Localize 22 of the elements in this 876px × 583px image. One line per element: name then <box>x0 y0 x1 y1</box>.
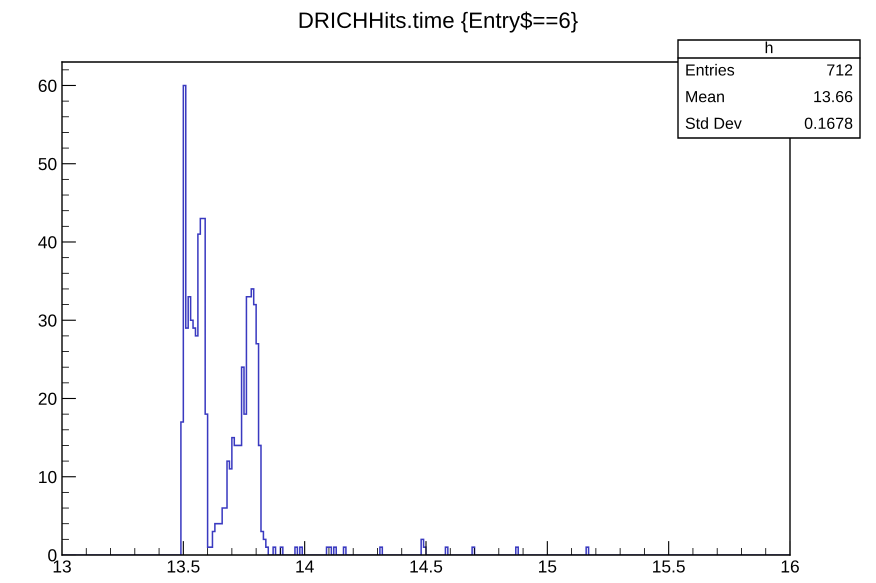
annotation: Entries <box>686 64 734 76</box>
text: 712 <box>827 64 852 76</box>
chart-title: DRICHHits.time {Entry$==6} <box>300 11 578 33</box>
x-tick-label: 16 <box>782 560 799 573</box>
y-tick-label: 60 <box>38 80 56 92</box>
y-tick-label: 30 <box>38 314 56 327</box>
y-tick-label: 0 <box>48 549 56 562</box>
y-tick-label: 10 <box>39 470 56 484</box>
x-tick-label: 14 <box>296 560 314 572</box>
y-tick-label: 40 <box>38 236 56 248</box>
x-tick-label: 15.5 <box>653 560 685 573</box>
x-tick-label: 13 <box>54 560 71 573</box>
x-tick-label: 15 <box>539 560 556 573</box>
y-tick-label: 20 <box>38 392 56 405</box>
x-tick-label: 14.5 <box>410 560 442 573</box>
x-tick-label: 13.5 <box>168 560 200 573</box>
text: 0.1678 <box>804 118 852 129</box>
text: 13.66 <box>814 90 852 102</box>
text: h <box>766 42 772 54</box>
annotation: Std Dev <box>686 117 742 129</box>
y-tick-label: 50 <box>38 158 56 170</box>
annotation: Mean <box>686 91 724 102</box>
